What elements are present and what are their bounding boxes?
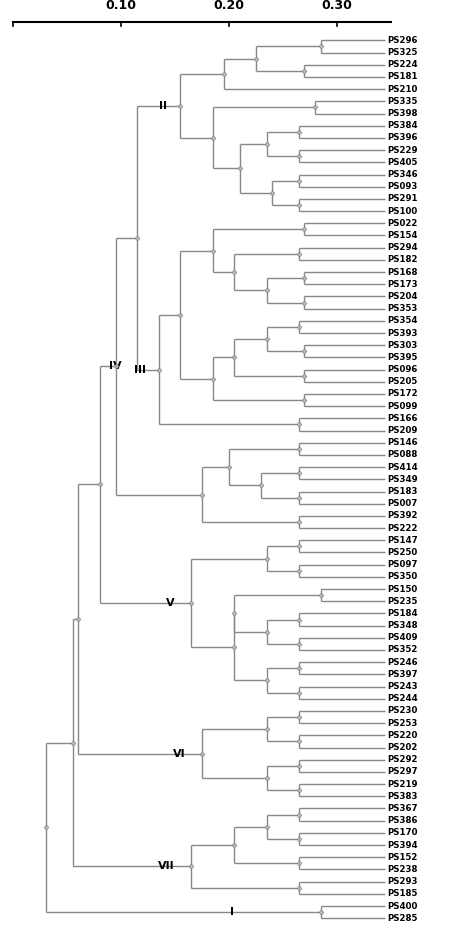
Text: PS209: PS209	[387, 426, 418, 435]
Text: PS384: PS384	[387, 121, 418, 131]
Text: PS349: PS349	[387, 475, 418, 484]
Text: PS152: PS152	[387, 853, 418, 862]
Text: PS393: PS393	[387, 328, 418, 338]
Text: PS325: PS325	[387, 49, 418, 57]
Text: PS229: PS229	[387, 146, 418, 155]
Text: PS205: PS205	[387, 377, 418, 386]
Text: PS395: PS395	[387, 353, 418, 362]
Text: PS183: PS183	[387, 487, 418, 496]
Text: PS335: PS335	[387, 97, 418, 105]
Text: PS386: PS386	[387, 816, 418, 825]
Text: PS253: PS253	[387, 718, 418, 728]
Text: PS297: PS297	[387, 768, 418, 776]
Text: PS383: PS383	[387, 792, 418, 801]
Text: PS219: PS219	[387, 780, 418, 788]
Text: PS099: PS099	[387, 402, 418, 411]
Text: VI: VI	[173, 748, 186, 759]
Text: 0.30: 0.30	[321, 0, 352, 12]
Text: I: I	[230, 907, 234, 917]
Text: PS414: PS414	[387, 463, 418, 471]
Text: PS397: PS397	[387, 670, 418, 679]
Text: PS285: PS285	[387, 913, 418, 923]
Text: PS222: PS222	[387, 523, 418, 533]
Text: PS022: PS022	[387, 218, 418, 228]
Text: PS146: PS146	[387, 439, 418, 447]
Text: PS093: PS093	[387, 182, 418, 191]
Text: PS353: PS353	[387, 304, 418, 313]
Text: PS409: PS409	[387, 634, 418, 642]
Text: PS172: PS172	[387, 389, 418, 398]
Text: PS185: PS185	[387, 889, 418, 898]
Text: PS100: PS100	[387, 206, 418, 216]
Text: PS202: PS202	[387, 743, 418, 752]
Text: PS182: PS182	[387, 256, 418, 264]
Text: PS184: PS184	[387, 609, 418, 618]
Text: PS235: PS235	[387, 597, 418, 606]
Text: II: II	[159, 101, 167, 111]
Text: PS204: PS204	[387, 292, 418, 301]
Text: VII: VII	[158, 861, 175, 871]
Text: PS170: PS170	[387, 829, 418, 838]
Text: PS293: PS293	[387, 877, 418, 886]
Text: PS244: PS244	[387, 694, 418, 703]
Text: PS294: PS294	[387, 244, 418, 252]
Text: PS096: PS096	[387, 365, 418, 374]
Text: PS088: PS088	[387, 451, 418, 459]
Text: 0.20: 0.20	[213, 0, 245, 12]
Text: PS296: PS296	[387, 35, 418, 45]
Text: PS250: PS250	[387, 548, 418, 557]
Text: 0.10: 0.10	[106, 0, 137, 12]
Text: PS352: PS352	[387, 646, 418, 654]
Text: PS007: PS007	[387, 499, 418, 508]
Text: PS243: PS243	[387, 682, 418, 691]
Text: PS166: PS166	[387, 414, 418, 423]
Text: PS246: PS246	[387, 658, 418, 667]
Text: PS238: PS238	[387, 865, 418, 874]
Text: PS224: PS224	[387, 61, 418, 69]
Text: PS348: PS348	[387, 621, 418, 630]
Text: PS220: PS220	[387, 731, 418, 740]
Text: PS147: PS147	[387, 536, 418, 545]
Text: III: III	[134, 365, 146, 374]
Text: PS303: PS303	[387, 341, 418, 350]
Text: PS367: PS367	[387, 804, 418, 813]
Text: PS154: PS154	[387, 231, 418, 240]
Text: PS097: PS097	[387, 560, 418, 569]
Text: PS150: PS150	[387, 585, 418, 593]
Text: IV: IV	[109, 361, 121, 371]
Text: PS350: PS350	[387, 572, 418, 581]
Text: PS292: PS292	[387, 755, 418, 764]
Text: PS400: PS400	[387, 901, 418, 911]
Text: PS210: PS210	[387, 85, 418, 93]
Text: PS392: PS392	[387, 511, 418, 521]
Text: PS354: PS354	[387, 316, 418, 326]
Text: PS168: PS168	[387, 268, 418, 276]
Text: PS173: PS173	[387, 280, 418, 288]
Text: PS394: PS394	[387, 841, 418, 850]
Text: V: V	[166, 598, 175, 607]
Text: PS181: PS181	[387, 73, 418, 81]
Text: PS398: PS398	[387, 109, 418, 118]
Text: PS405: PS405	[387, 158, 418, 167]
Text: PS346: PS346	[387, 170, 418, 179]
Text: PS291: PS291	[387, 194, 418, 203]
Text: PS230: PS230	[387, 706, 418, 716]
Text: PS396: PS396	[387, 133, 418, 143]
